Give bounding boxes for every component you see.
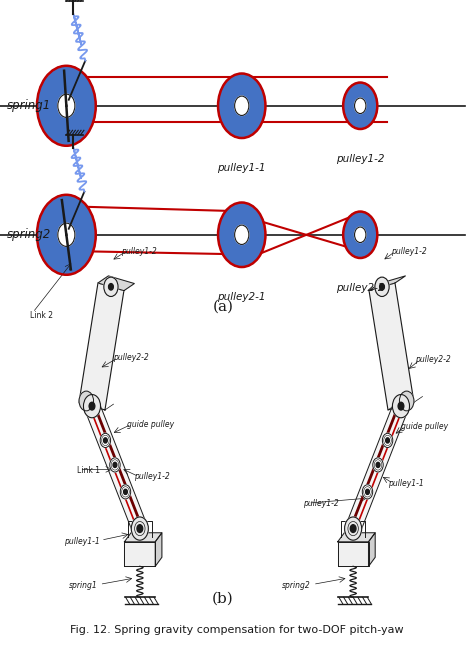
Text: guide pulley: guide pulley: [401, 422, 448, 431]
Text: pulley1-1: pulley1-1: [388, 479, 424, 488]
Text: pulley1-1: pulley1-1: [64, 537, 100, 546]
Circle shape: [137, 525, 143, 533]
Circle shape: [103, 438, 107, 443]
Circle shape: [218, 74, 265, 138]
Text: pulley2-1: pulley2-1: [218, 292, 266, 302]
Polygon shape: [124, 533, 162, 542]
Text: pulley1-2: pulley1-2: [121, 247, 157, 256]
Text: pulley1-2: pulley1-2: [391, 247, 426, 256]
Circle shape: [383, 433, 393, 448]
Circle shape: [355, 227, 366, 243]
Circle shape: [373, 458, 383, 472]
Polygon shape: [369, 276, 405, 291]
Text: pulley1-1: pulley1-1: [218, 163, 266, 173]
Polygon shape: [98, 276, 134, 291]
Circle shape: [343, 212, 377, 258]
Text: pulley1-2: pulley1-2: [303, 499, 339, 508]
Circle shape: [362, 485, 373, 499]
Circle shape: [345, 517, 362, 540]
Text: (a): (a): [212, 299, 233, 313]
Circle shape: [376, 462, 380, 468]
Polygon shape: [79, 283, 124, 410]
Circle shape: [79, 391, 93, 411]
Polygon shape: [369, 283, 414, 410]
Circle shape: [386, 438, 390, 443]
Circle shape: [131, 517, 148, 540]
Circle shape: [58, 223, 75, 246]
Circle shape: [235, 96, 249, 115]
Circle shape: [400, 391, 414, 411]
Polygon shape: [85, 401, 146, 533]
Circle shape: [343, 83, 377, 129]
Circle shape: [375, 277, 389, 297]
Circle shape: [124, 490, 128, 495]
Circle shape: [83, 395, 100, 418]
Text: pulley1-2: pulley1-2: [336, 154, 384, 164]
Text: guide pulley: guide pulley: [127, 420, 174, 429]
Circle shape: [104, 277, 118, 297]
Circle shape: [89, 402, 95, 410]
Text: (b): (b): [212, 591, 234, 606]
Polygon shape: [124, 542, 155, 566]
Circle shape: [109, 284, 113, 290]
Text: pulley2-2: pulley2-2: [415, 355, 451, 364]
Polygon shape: [337, 533, 375, 542]
Text: Link 2: Link 2: [30, 312, 54, 321]
Text: pulley1-2: pulley1-2: [134, 472, 170, 481]
Circle shape: [380, 284, 384, 290]
Text: spring1: spring1: [7, 99, 51, 112]
Circle shape: [100, 433, 110, 448]
Circle shape: [350, 525, 356, 533]
Circle shape: [37, 66, 96, 146]
Text: spring1: spring1: [68, 581, 97, 590]
Circle shape: [235, 225, 249, 244]
Circle shape: [37, 195, 96, 275]
Text: spring2: spring2: [7, 228, 51, 241]
Circle shape: [218, 203, 265, 267]
Circle shape: [355, 98, 366, 114]
Circle shape: [58, 94, 75, 117]
Polygon shape: [155, 533, 162, 566]
Circle shape: [113, 462, 117, 468]
Circle shape: [120, 485, 131, 499]
Circle shape: [392, 395, 410, 418]
Circle shape: [398, 402, 404, 410]
Polygon shape: [346, 401, 408, 533]
Text: pulley2-2: pulley2-2: [336, 283, 384, 293]
Text: Fig. 12. Spring gravity compensation for two-DOF pitch-yaw: Fig. 12. Spring gravity compensation for…: [70, 624, 404, 635]
Text: Link 1: Link 1: [77, 466, 100, 475]
Text: spring2: spring2: [282, 581, 310, 590]
Circle shape: [110, 458, 120, 472]
Polygon shape: [368, 533, 375, 566]
Text: pulley2-2: pulley2-2: [113, 353, 149, 362]
Polygon shape: [337, 542, 368, 566]
Circle shape: [365, 490, 369, 495]
